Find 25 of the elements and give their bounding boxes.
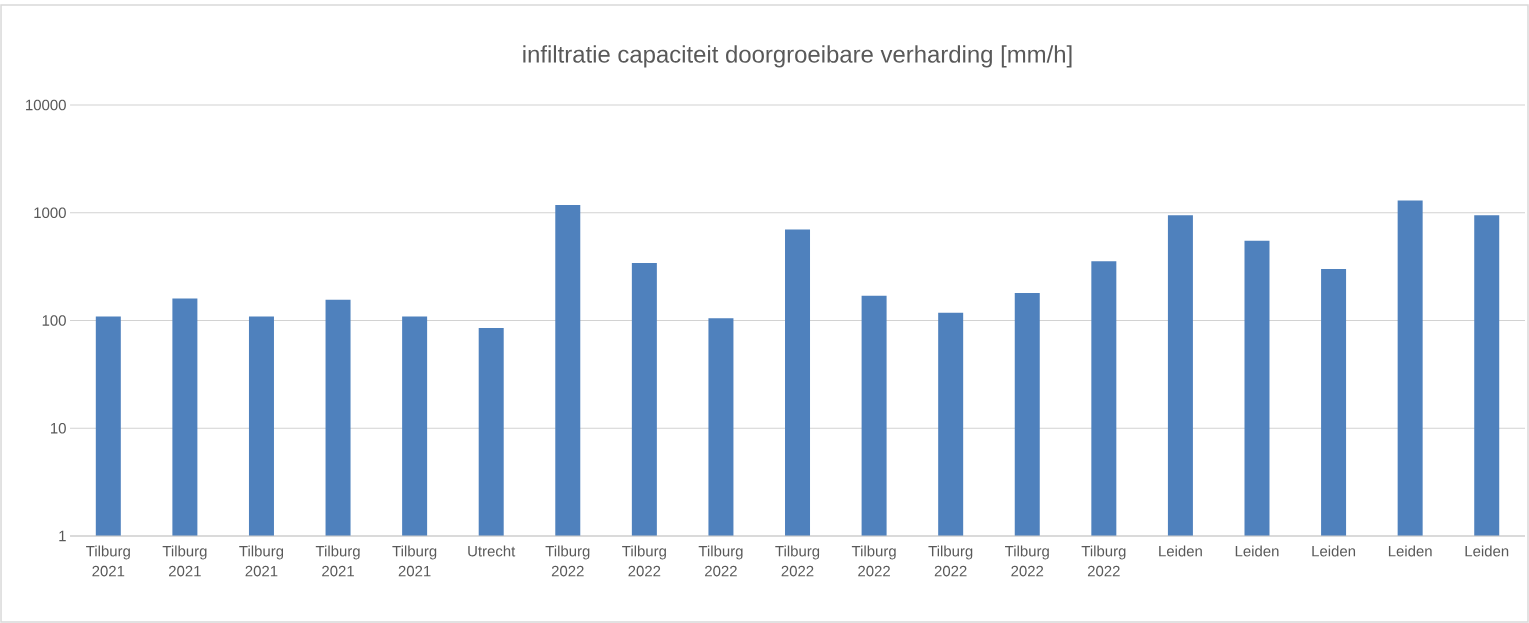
x-tick-label: Tilburg 2022 (775, 545, 820, 577)
x-tick-label: Tilburg 2022 (545, 545, 590, 577)
x-tick-label: Leiden (1388, 545, 1432, 557)
x-tick-label: Tilburg 2022 (622, 545, 666, 577)
x-tick-label: Tilburg 2021 (239, 545, 284, 577)
y-tick-label: 1000 (34, 207, 66, 219)
x-tick-label: Leiden (1312, 545, 1356, 557)
y-tick-label: 10000 (26, 99, 66, 111)
y-tick-label: 10 (51, 422, 66, 434)
x-tick-label: Tilburg 2022 (1081, 545, 1126, 577)
x-tick-label: Tilburg 2021 (392, 545, 437, 577)
x-tick-label: Tilburg 2022 (698, 545, 743, 577)
x-tick-label: Tilburg 2021 (162, 545, 207, 577)
x-tick-label: Leiden (1159, 545, 1202, 557)
x-tick-label: Tilburg 2022 (928, 545, 973, 577)
y-tick-label: 1 (59, 530, 66, 542)
chart-title: infiltratie capaciteit doorgroeibare verharding [mm/h] (523, 45, 1072, 68)
x-tick-label: Tilburg 2021 (315, 545, 360, 577)
x-tick-label: Leiden (1465, 545, 1509, 557)
x-tick-label: Tilburg 2021 (86, 545, 130, 577)
x-tick-label: Tilburg 2022 (1005, 545, 1049, 577)
x-tick-label: Leiden (1235, 545, 1279, 557)
y-tick-label: 100 (42, 315, 66, 326)
x-tick-label: Utrecht (468, 545, 516, 557)
x-tick-label: Tilburg 2022 (851, 545, 896, 577)
